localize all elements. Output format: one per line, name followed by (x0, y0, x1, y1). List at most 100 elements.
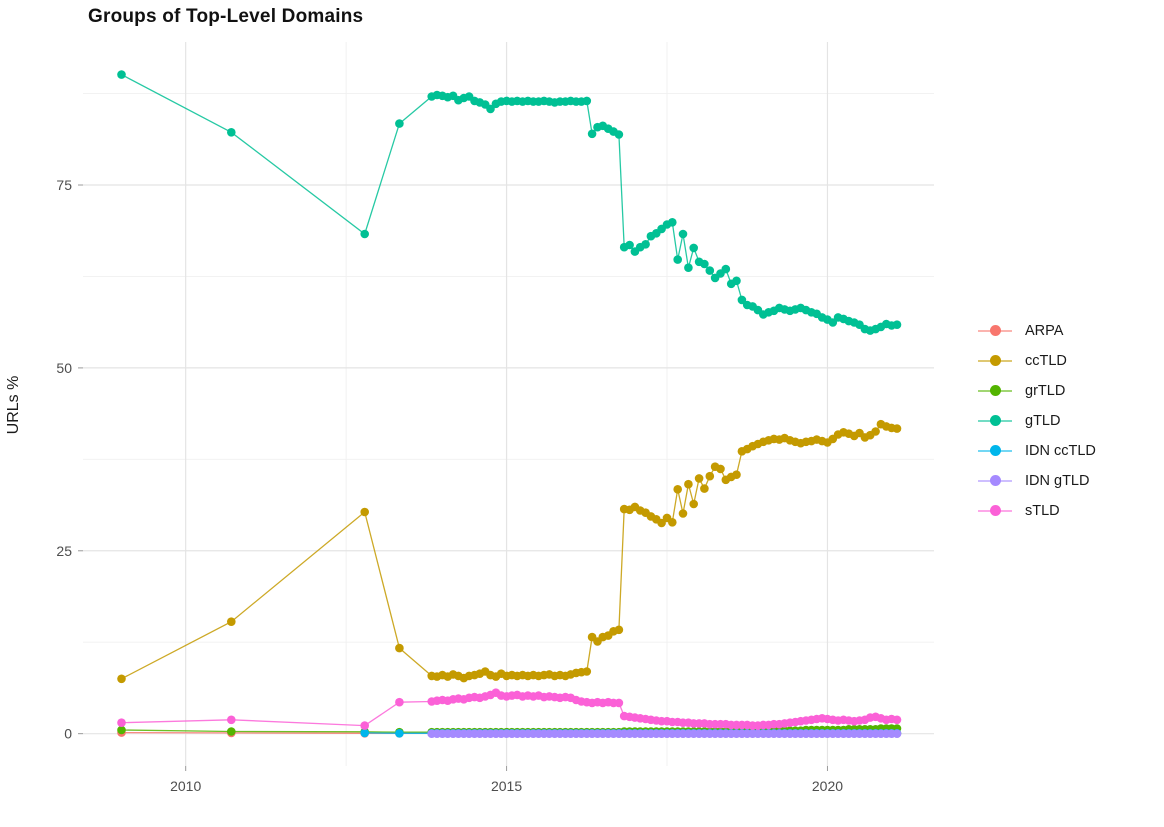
data-point (673, 485, 682, 494)
data-point (732, 276, 741, 286)
data-point (828, 318, 838, 327)
data-point (587, 129, 597, 139)
data-point (625, 240, 634, 250)
data-point (705, 471, 715, 481)
data-point (395, 119, 404, 128)
y-tick-label: 25 (56, 543, 72, 559)
data-point (700, 484, 709, 493)
axis-tick-marks (78, 184, 828, 771)
legend-key-icon (978, 500, 1012, 521)
series-layer (117, 70, 902, 738)
legend-item-gTLD: gTLD (978, 410, 1096, 431)
data-point (360, 229, 370, 239)
data-point (360, 507, 370, 517)
x-tick-label: 2010 (170, 778, 201, 794)
data-point (678, 229, 688, 239)
series-IDN-gTLD (427, 729, 902, 738)
legend-label: grTLD (1025, 382, 1066, 399)
data-point (614, 130, 624, 139)
data-point (678, 509, 688, 518)
data-point (684, 479, 693, 489)
data-point (892, 320, 902, 330)
legend-key-dot (990, 445, 1001, 456)
data-point (614, 625, 624, 635)
data-point (117, 718, 126, 727)
data-point (892, 424, 902, 433)
legend-key-dot (990, 415, 1001, 426)
data-point (227, 715, 236, 725)
data-point (360, 728, 370, 738)
legend-label: ARPA (1025, 322, 1064, 339)
chart-title: Groups of Top-Level Domains (88, 6, 364, 27)
legend-label: sTLD (1025, 502, 1060, 519)
legend-item-ARPA: ARPA (978, 320, 1096, 341)
legend-key-dot (990, 355, 1001, 366)
data-point (360, 721, 370, 730)
legend-item-grTLD: grTLD (978, 380, 1096, 401)
legend-key-dot (990, 475, 1001, 486)
legend-label: IDN gTLD (1025, 472, 1090, 489)
legend-key-icon (978, 470, 1012, 491)
legend-item-IDN-ccTLD: IDN ccTLD (978, 440, 1096, 461)
data-point (689, 499, 698, 509)
data-point (486, 104, 495, 114)
data-point (721, 264, 731, 274)
data-point (694, 474, 704, 483)
y-axis-title: URLs % (5, 375, 22, 435)
y-tick-label: 0 (64, 726, 72, 742)
legend: ARPA ccTLD grTLD gTLD IDN ccTLD IDN gTLD sTLD (978, 320, 1096, 521)
legend-key-icon (978, 350, 1012, 371)
data-point (395, 729, 404, 738)
series-gTLD (117, 70, 902, 335)
legend-key-icon (978, 380, 1012, 401)
axis-tick-labels: 2010 2015 2020 0 25 50 75 (56, 177, 843, 794)
legend-label: gTLD (1025, 412, 1061, 429)
legend-item-IDN-gTLD: IDN gTLD (978, 470, 1096, 491)
y-tick-label: 75 (56, 177, 72, 193)
data-point (737, 295, 747, 305)
series-ccTLD (117, 419, 902, 684)
data-point (892, 729, 902, 738)
minor-gridlines (83, 42, 934, 766)
data-point (227, 128, 236, 137)
legend-key-dot (990, 385, 1001, 396)
legend-label: ccTLD (1025, 352, 1067, 369)
data-point (117, 725, 126, 735)
data-point (395, 643, 404, 653)
data-point (395, 697, 404, 707)
legend-key-icon (978, 320, 1012, 341)
legend-item-ccTLD: ccTLD (978, 350, 1096, 371)
data-point (657, 518, 666, 528)
legend-key-dot (990, 505, 1001, 516)
data-point (227, 727, 236, 736)
series-line (121, 423, 898, 680)
data-point (673, 255, 682, 264)
legend-key-icon (978, 410, 1012, 431)
data-point (684, 263, 693, 273)
legend-key-icon (978, 440, 1012, 461)
data-point (668, 518, 677, 527)
series-line (121, 74, 898, 332)
legend-key-dot (990, 325, 1001, 336)
data-point (716, 464, 725, 474)
data-point (892, 715, 902, 725)
data-point (705, 266, 715, 275)
data-point (117, 70, 126, 79)
x-tick-label: 2020 (812, 778, 843, 794)
data-point (614, 698, 624, 708)
series-sTLD (117, 688, 902, 730)
data-point (871, 427, 880, 436)
major-gridlines (83, 42, 934, 766)
data-point (117, 674, 126, 684)
x-tick-label: 2015 (491, 778, 522, 794)
legend-label: IDN ccTLD (1025, 442, 1096, 459)
data-point (732, 470, 741, 480)
data-point (689, 243, 698, 253)
legend-item-sTLD: sTLD (978, 500, 1096, 521)
data-point (668, 218, 677, 227)
data-point (227, 617, 236, 626)
data-point (582, 667, 592, 676)
data-point (582, 96, 592, 106)
